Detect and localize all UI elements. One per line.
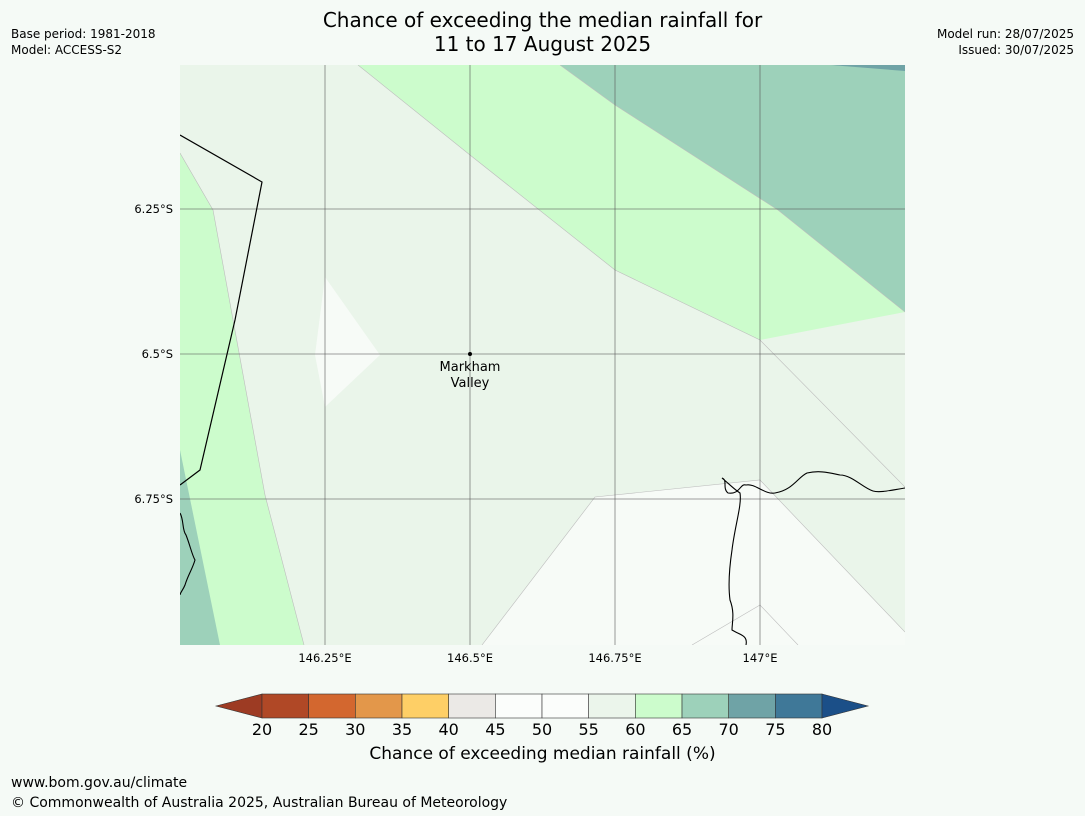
colorbar bbox=[214, 693, 870, 719]
place-label-line-1: Markham bbox=[439, 360, 501, 375]
colorbar-segment bbox=[635, 693, 683, 719]
coastline bbox=[721, 471, 905, 645]
colorbar-segment bbox=[775, 693, 823, 719]
colorbar-segment bbox=[448, 693, 496, 719]
lat-label-6-75: 6.75°S bbox=[134, 492, 173, 506]
base-period: Base period: 1981-2018 bbox=[11, 27, 156, 41]
lat-label-6-5: 6.5°S bbox=[141, 347, 173, 361]
footer-url: www.bom.gov.au/climate bbox=[11, 775, 188, 791]
colorbar-label: Chance of exceeding median rainfall (%) bbox=[369, 744, 716, 764]
colorbar-segment bbox=[308, 693, 356, 719]
colorbar-segment bbox=[728, 693, 776, 719]
coastline-west bbox=[180, 512, 196, 596]
colorbar-under-arrow bbox=[214, 693, 263, 719]
place-label-line-2: Valley bbox=[450, 376, 490, 391]
model-name: Model: ACCESS-S2 bbox=[11, 43, 123, 57]
colorbar-segments bbox=[261, 693, 823, 719]
map-title: Chance of exceeding the median rainfall … bbox=[0, 8, 1085, 56]
markham-valley-marker bbox=[468, 352, 472, 356]
zone-45-50-interior bbox=[315, 277, 380, 407]
colorbar-segment bbox=[541, 693, 589, 719]
colorbar-segment bbox=[495, 693, 543, 719]
colorbar-tick-label: 75 bbox=[765, 720, 786, 739]
colorbar-tick-label: 50 bbox=[531, 720, 553, 739]
colorbar-tick-label: 30 bbox=[345, 720, 366, 739]
colorbar-tick-label: 25 bbox=[298, 720, 319, 739]
colorbar-tick-label: 65 bbox=[671, 720, 693, 739]
colorbar-tick-label: 20 bbox=[251, 720, 273, 739]
zone-65-70-north bbox=[560, 65, 905, 312]
lat-label-6-25: 6.25°S bbox=[134, 202, 173, 216]
colorbar-segment bbox=[355, 693, 403, 719]
place-label-markham-valley: Markham Valley bbox=[410, 360, 530, 392]
issued-date: Issued: 30/07/2025 bbox=[958, 43, 1074, 57]
colorbar-tick-label: 45 bbox=[485, 720, 506, 739]
title-line-1: Chance of exceeding the median rainfall … bbox=[322, 8, 763, 32]
colorbar-tick-label: 80 bbox=[811, 720, 833, 739]
lon-label-146-75: 146.75°E bbox=[588, 651, 642, 665]
colorbar-segment bbox=[588, 693, 636, 719]
colorbar-segment bbox=[261, 693, 309, 719]
meta-right: Model run: 28/07/2025 Issued: 30/07/2025 bbox=[937, 26, 1074, 58]
meta-left: Base period: 1981-2018 Model: ACCESS-S2 bbox=[11, 26, 156, 58]
colorbar-over-arrow bbox=[821, 693, 870, 719]
colorbar-tick-label: 70 bbox=[718, 720, 739, 739]
model-run: Model run: 28/07/2025 bbox=[936, 27, 1074, 41]
colorbar-tick-label: 55 bbox=[578, 720, 599, 739]
zone-60-65-west bbox=[180, 153, 304, 645]
colorbar-segment bbox=[681, 693, 729, 719]
lon-label-146-25: 146.25°E bbox=[298, 651, 352, 665]
colorbar-tick-label: 40 bbox=[438, 720, 459, 739]
province-boundary bbox=[180, 134, 263, 486]
colorbar-tick-label: 60 bbox=[625, 720, 646, 739]
title-line-2: 11 to 17 August 2025 bbox=[433, 32, 652, 56]
rainfall-map bbox=[180, 65, 905, 645]
lon-label-147: 147°E bbox=[742, 651, 778, 665]
footer-copyright: © Commonwealth of Australia 2025, Austra… bbox=[11, 795, 508, 811]
colorbar-tick-label: 35 bbox=[391, 720, 413, 739]
colorbar-segment bbox=[401, 693, 449, 719]
zone-70-75-corner bbox=[830, 65, 905, 71]
lon-label-146-5: 146.5°E bbox=[447, 651, 493, 665]
